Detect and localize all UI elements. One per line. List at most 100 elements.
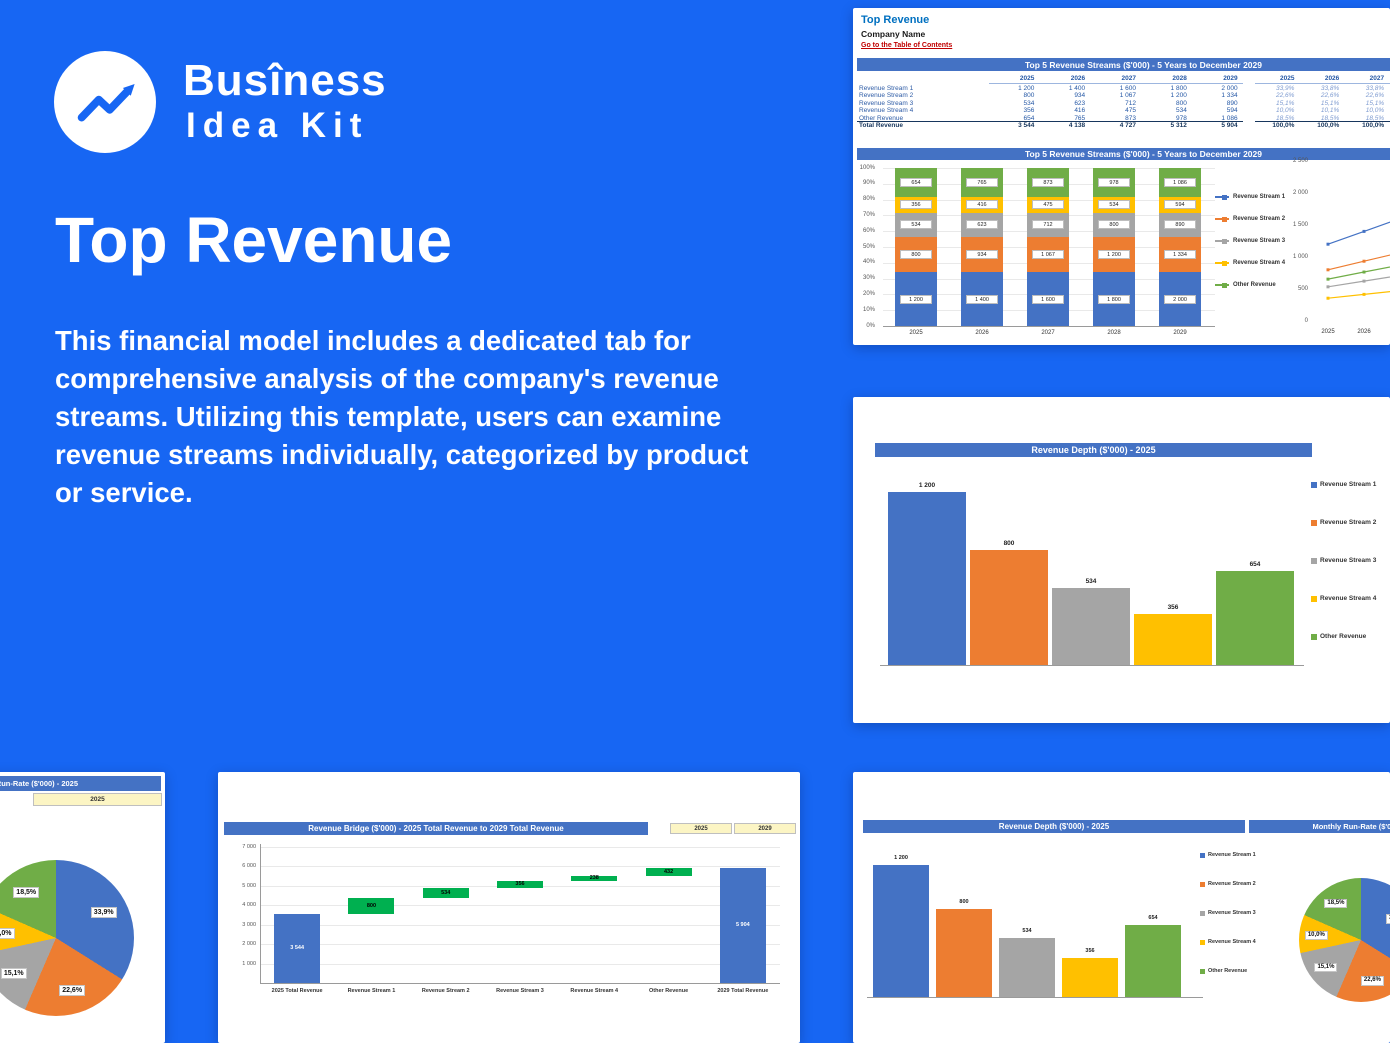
waterfall-value-label: 5 904 — [735, 921, 750, 928]
pie-value-label: 18,5% — [1324, 898, 1348, 909]
table-cell: Revenue Stream 4 — [859, 107, 914, 115]
depth-bar-chart: 1 200 800 534 356 654 — [853, 467, 1390, 687]
data-label: 934 — [966, 250, 998, 260]
waterfall-value-label: 534 — [441, 889, 451, 896]
table-cell: 5 904 — [1191, 121, 1243, 129]
brand-logo — [54, 51, 156, 153]
pie-value-label: 10,0% — [1304, 930, 1328, 941]
bridge-year-start-cell: 2025 — [670, 823, 732, 834]
y-axis-tick: 5 000 — [242, 882, 256, 889]
table-cell: 15,1% — [1365, 99, 1385, 107]
runrate-pie-chart: 33,9% 22,6% 15,1% 10,0% 18,5% — [0, 772, 165, 1043]
table-cell: 2026 — [1299, 75, 1345, 84]
table-cell: 800 — [1023, 92, 1035, 100]
table-cell: 2025 — [1254, 75, 1300, 84]
y-axis-tick: 2 500 — [1292, 158, 1308, 164]
x-axis-label: 2025 Total Revenue — [271, 988, 323, 994]
data-label: 534 — [1098, 200, 1130, 210]
y-axis-tick: 10% — [862, 306, 875, 313]
x-axis-line — [883, 326, 1215, 327]
x-axis-label: 2029 — [1173, 330, 1187, 336]
depth-bar — [936, 909, 992, 997]
table-cell: 22,6% — [1276, 92, 1295, 100]
x-axis-label: Revenue Stream 1 — [347, 988, 396, 994]
y-axis-tick: 1 500 — [1292, 222, 1308, 228]
line-chart-svg — [1326, 221, 1390, 300]
table-cell: 800 — [1175, 99, 1187, 107]
table-cell: 33,8% — [1320, 85, 1340, 92]
runrate-title-bar: Monthly Run-Rate ($'000) - 2025 — [0, 776, 161, 791]
table-cell: 2027 — [1344, 75, 1390, 84]
company-name: Company Name — [861, 29, 926, 39]
bar-value-label: 654 — [1148, 915, 1158, 922]
depth-bar — [1125, 925, 1181, 997]
depth-bar — [999, 938, 1055, 997]
table-cell: Revenue Stream 2 — [859, 92, 914, 100]
table-cell: 1 067 — [1119, 92, 1136, 100]
waterfall-chart: 7 000 6 000 5 000 4 000 3 000 2 000 1 000 3 544… — [218, 840, 800, 1010]
x-axis-label: 2028 — [1107, 330, 1121, 336]
table-row: Revenue Stream 1 1 200 1 400 1 600 1 800 2 00… — [857, 85, 1390, 92]
depth-runrate-panel: Revenue Depth ($'000) - 2025 Monthly Run… — [853, 772, 1390, 1043]
table-cell: 33,9% — [1276, 85, 1295, 92]
data-label: 356 — [900, 200, 932, 210]
table-cell: 2028 — [1141, 75, 1192, 84]
data-label: 1 400 — [966, 294, 998, 304]
revenue-table: 202520262027202820292025202620272028Reve… — [857, 74, 1390, 129]
table-year-row: 202520262027202820292025202620272028 — [857, 74, 1390, 85]
data-label: 475 — [1032, 200, 1064, 210]
table-cell: Revenue Stream 1 — [859, 85, 914, 92]
waterfall-bar — [274, 913, 321, 983]
waterfall-value-label: 238 — [589, 875, 599, 882]
data-label: 1 200 — [900, 294, 932, 304]
table-cell: 15,1% — [1320, 99, 1340, 107]
y-axis-tick: 6 000 — [242, 863, 256, 869]
y-axis-tick: 100% — [859, 164, 875, 171]
y-axis-tick: 3 000 — [242, 921, 256, 928]
data-label: 873 — [1032, 177, 1064, 187]
table-cell: 1 086 — [1221, 114, 1238, 122]
waterfall-value-label: 356 — [515, 880, 525, 887]
table-cell: 934 — [1074, 92, 1086, 100]
bar-value-label: 356 — [1167, 603, 1179, 611]
toc-link[interactable]: Go to the Table of Contents — [861, 42, 953, 49]
x-axis-label: 2025 — [1321, 329, 1335, 335]
table-cell: 10,0% — [1365, 107, 1385, 115]
bar-value-label: 654 — [1249, 560, 1261, 568]
table-cell: 2025 — [988, 75, 1040, 84]
data-label: 654 — [900, 177, 932, 187]
y-axis-tick: 0 — [1304, 318, 1308, 324]
table-cell: 1 200 — [1170, 92, 1187, 100]
x-axis-line — [867, 997, 1203, 998]
x-axis-label: 2025 — [909, 330, 923, 336]
data-label: 1 334 — [1164, 250, 1196, 260]
table-cell: 10,1% — [1320, 107, 1340, 115]
data-label: 765 — [966, 177, 998, 187]
depth-bar — [970, 549, 1048, 665]
pie-circle — [0, 860, 134, 1016]
table-cell: 534 — [1023, 99, 1035, 107]
waterfall-value-label: 432 — [663, 868, 674, 875]
y-axis-tick: 30% — [862, 275, 875, 282]
table-cell: 416 — [1074, 107, 1086, 115]
table-cell: 18,5% — [1320, 114, 1340, 122]
table-cell: 1 800 — [1170, 85, 1187, 92]
data-label: 712 — [1032, 220, 1064, 230]
data-label: 1 086 — [1164, 177, 1196, 187]
data-label: 800 — [900, 250, 932, 260]
table-cell: 22,6% — [1320, 92, 1340, 100]
table-total-row: Total Revenue 3 544 4 138 4 727 5 312 5 904 10… — [857, 121, 1390, 129]
x-axis-label: Revenue Stream 2 — [421, 988, 470, 994]
depth-bar — [1062, 957, 1118, 997]
waterfall-value-label: 800 — [366, 902, 377, 909]
y-axis-tick: 0% — [866, 322, 875, 329]
table-cell: 5 312 — [1141, 121, 1192, 129]
waterfall-value-label: 3 544 — [290, 944, 305, 951]
table-row: Revenue Stream 4 356 416 475 534 594 10,0% 10,1… — [857, 107, 1390, 114]
page-title: Top Revenue — [55, 204, 453, 276]
table-cell: 4 138 — [1039, 121, 1091, 129]
table-row: Revenue Stream 2 800 934 1 067 1 200 1 334 22,… — [857, 92, 1390, 99]
data-label: 978 — [1098, 177, 1130, 187]
